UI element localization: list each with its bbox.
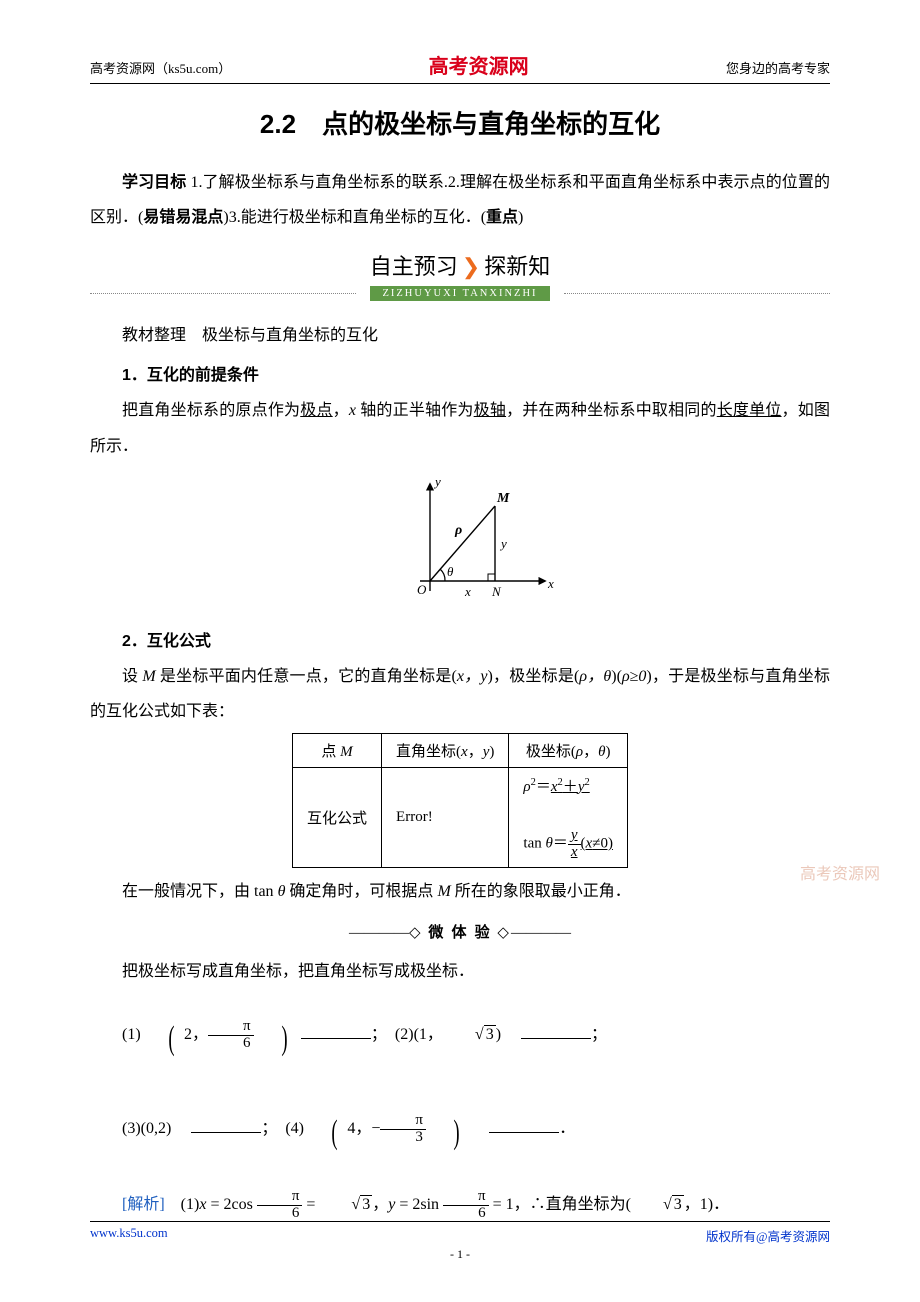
frac-num: y (568, 828, 581, 844)
t: )，极坐标是( (487, 668, 579, 685)
diamond-icon: ◇ (409, 925, 423, 941)
fig-label-dx: x (464, 584, 471, 599)
cond-xneq0: (x≠0) (581, 836, 613, 852)
var-rho-theta: ρ，θ (579, 668, 611, 685)
objectives-label: 学习目标 (122, 174, 186, 191)
u-pole: 极点 (300, 402, 332, 419)
conversion-table: 点 M 直角坐标(x，y) 极坐标(ρ，θ) 互化公式 Error! ρ2＝x2… (292, 733, 628, 868)
t: 在一般情况下，由 tan (122, 883, 278, 900)
fig-label-dy: y (499, 536, 507, 551)
banner-bullet-icon: ❯ (458, 254, 484, 279)
heading-1-text: 1．互化的前提条件 (122, 367, 259, 384)
watermark: 高考资源网 (800, 860, 880, 884)
page: 高考资源网（ks5u.com） 高考资源网 您身边的高考专家 2.2 点的极坐标… (0, 0, 920, 1302)
header-right: 您身边的高考专家 (726, 58, 830, 77)
var-xy: x，y (457, 668, 488, 685)
fig-label-M: M (496, 491, 510, 506)
banner-title: 自主预习❯探新知 (90, 249, 830, 281)
section-lead: 教材整理 极坐标与直角坐标的互化 (90, 321, 830, 345)
para-precondition: 把直角坐标系的原点作为极点，x 轴的正半轴作为极轴，并在两种坐标系中取相同的长度… (90, 393, 830, 463)
heading-2-text: 2．互化公式 (122, 633, 211, 650)
t: 所在的象限取最小正角． (451, 883, 631, 900)
emph-easy-confuse: 易错易混点 (143, 209, 223, 226)
t: ，并在两种坐标系中取相同的 (506, 402, 717, 419)
objectives-text: 1.了解极坐标系与直角坐标系的联系.2.理解在极坐标系和平面直角坐标系中表示点的… (90, 174, 830, 226)
fig-label-origin: O (417, 582, 427, 597)
t: 把直角坐标系的原点作为 (122, 402, 300, 419)
header-left: 高考资源网（ks5u.com） (90, 58, 231, 77)
page-title: 2.2 点的极坐标与直角坐标的互化 (90, 104, 830, 141)
exercise-prompt: 把极坐标写成直角坐标，把直角坐标写成极坐标． (90, 954, 830, 989)
fig-label-N: N (491, 584, 502, 599)
blank-2 (521, 1023, 591, 1039)
blank-1 (301, 1023, 371, 1039)
page-number: - 1 - (90, 1247, 830, 1262)
header-rule (90, 83, 830, 84)
frac-den: x (568, 844, 581, 861)
para-tail: 在一般情况下，由 tan θ 确定角时，可根据点 M 所在的象限取最小正角． (90, 874, 830, 909)
td-label: 互化公式 (293, 768, 382, 868)
learning-objectives: 学习目标 1.了解极坐标系与直角坐标系的联系.2.理解在极坐标系和平面直角坐标系… (90, 165, 830, 235)
t: 是坐标平面内任意一点，它的直角坐标是( (156, 668, 457, 685)
td-rect-formula: Error! (382, 768, 509, 868)
page-header: 高考资源网（ks5u.com） 高考资源网 您身边的高考专家 (90, 50, 830, 79)
u-unit: 长度单位 (717, 402, 782, 419)
banner-dash-right (564, 293, 830, 294)
footer-rule (90, 1221, 830, 1222)
t: ， (333, 402, 349, 419)
t: )( (611, 668, 622, 685)
table-row: 互化公式 Error! ρ2＝x2＋y2 tan θ＝yx(x≠0) (293, 768, 628, 868)
fig-label-x-axis: x (547, 576, 554, 591)
blank-4 (489, 1117, 559, 1133)
coord-svg: y x O M N ρ θ x y (365, 476, 555, 606)
section-banner: 自主预习❯探新知 ZIZHUYUXI TANXINZHI (90, 249, 830, 305)
banner-title-a: 自主预习 (370, 254, 458, 279)
t: 确定角时，可根据点 (285, 883, 437, 900)
th-rect: 直角坐标(x，y) (382, 734, 509, 768)
dash-left: ———— (349, 925, 409, 941)
cond-rho: ρ≥0 (622, 668, 646, 685)
var-M2: M (437, 883, 450, 900)
exercise-line-1: (1)(2，π6) ； (2)(1，√3) ； (90, 995, 830, 1083)
exercise-line-2: (3)(0,2) ； (4)(4，−π3) ． (90, 1089, 830, 1177)
header-center-brand: 高考资源网 (429, 50, 529, 79)
th-polar: 极坐标(ρ，θ) (509, 734, 628, 768)
footer-url: www.ks5u.com (90, 1226, 168, 1245)
t: 轴的正半轴作为 (356, 402, 474, 419)
blank-3 (191, 1117, 261, 1133)
dash-right: ———— (511, 925, 571, 941)
t: 设 (122, 668, 142, 685)
banner-sub-wrap: ZIZHUYUXI TANXINZHI (90, 283, 830, 305)
var-M: M (142, 668, 155, 685)
heading-2: 2．互化公式 (90, 627, 830, 651)
fig-label-y-axis: y (433, 476, 441, 489)
u-polar-axis: 极轴 (474, 402, 506, 419)
answer-label: [解析] (122, 1196, 165, 1213)
fig-label-rho: ρ (454, 523, 462, 538)
heading-1: 1．互化的前提条件 (90, 361, 830, 385)
var-x: x (349, 402, 356, 419)
banner-subtitle: ZIZHUYUXI TANXINZHI (370, 286, 549, 301)
td-polar-formula: ρ2＝x2＋y2 tan θ＝yx(x≠0) (509, 768, 628, 868)
page-footer: www.ks5u.com 版权所有@高考资源网 - 1 - (90, 1221, 830, 1262)
coordinate-figure: y x O M N ρ θ x y (90, 476, 830, 611)
footer-copyright: 版权所有@高考资源网 (706, 1226, 830, 1245)
mini-divider: ————◇ 微 体 验 ◇———— (90, 921, 830, 942)
diamond-icon: ◇ (497, 925, 511, 941)
th-point: 点 M (293, 734, 382, 768)
answer-line: [解析] (1)x = 2cos π6 = √3，y = 2sin π6 = 1… (90, 1184, 830, 1226)
fig-label-theta: θ (447, 564, 454, 579)
para-formula-intro: 设 M 是坐标平面内任意一点，它的直角坐标是(x，y)，极坐标是(ρ，θ)(ρ≥… (90, 659, 830, 729)
mini-label: 微 体 验 (428, 924, 491, 941)
banner-dash-left (90, 293, 356, 294)
emph-key: 重点 (486, 209, 518, 226)
banner-title-b: 探新知 (484, 254, 550, 279)
table-row: 点 M 直角坐标(x，y) 极坐标(ρ，θ) (293, 734, 628, 768)
